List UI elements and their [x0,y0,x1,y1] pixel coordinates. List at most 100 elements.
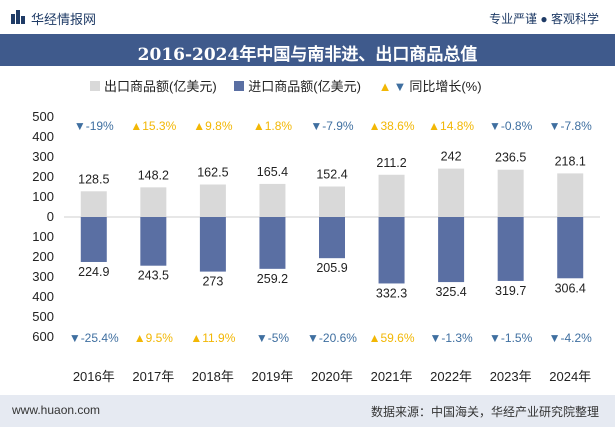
import-bar [378,217,405,284]
legend-growth-label: 同比增长(%) [409,79,482,94]
legend-export-swatch [90,81,100,91]
x-tick-label: 2021年 [371,369,413,384]
export-growth-label: ▲9.8% [193,119,233,133]
export-value-label: 165.4 [257,165,288,179]
y-tick-label: 300 [32,269,54,284]
export-growth-label: ▼-19% [74,119,114,133]
triangle-down-icon: ▼ [393,79,407,94]
footer-source: 数据来源：中国海关，华经产业研究院整理 [370,405,599,419]
export-value-label: 242 [441,150,462,164]
import-growth-label: ▼-5% [256,331,290,345]
export-growth-label: ▼-7.9% [310,119,354,133]
x-axis: 2016年 2017年 2018年 2019年 2020年 2021年 2022年 2023年… [73,369,591,384]
y-tick-label: 200 [32,249,54,264]
export-bar [497,169,524,217]
export-bar [199,184,226,217]
export-growth-label: ▲38.6% [369,119,415,133]
y-tick-label: 100 [32,189,54,204]
footer-bar [0,395,615,427]
import-growth-label: ▼-1.5% [489,331,533,345]
export-value-label: 218.1 [555,154,586,168]
triangle-up-icon: ▲ [378,79,392,94]
bars-group [80,168,584,284]
title-bar [0,34,615,66]
chart-legend: 出口商品额(亿美元) 进口商品额(亿美元) ▲ ▼ 同比增长(%) [90,76,496,95]
x-tick-label: 2017年 [132,369,174,384]
import-growth-label: ▼-20.6% [307,331,357,345]
import-value-label: 332.3 [376,286,407,300]
bar-chart: 500 400 300 200 100 0 100 200 300 400 500 600 128.5… [32,109,600,384]
export-growth-label: ▲1.8% [253,119,293,133]
x-tick-label: 2020年 [311,369,353,384]
x-tick-label: 2022年 [430,369,472,384]
y-tick-label: 300 [32,149,54,164]
legend-export-label: 出口商品额(亿美元) [104,79,217,94]
export-value-label: 162.5 [197,166,228,180]
export-bar [319,186,345,217]
y-tick-label: 400 [32,289,54,304]
export-value-label: 211.2 [376,156,406,170]
import-bar [557,217,584,279]
import-value-label: 273 [202,275,223,289]
import-value-label: 205.9 [316,261,347,275]
footer-url: www.huaon.com [12,403,101,417]
import-growth-label: ▲11.9% [190,331,235,345]
legend-export: 出口商品额(亿美元) [90,79,217,94]
export-growth-label: ▼-0.8% [489,119,533,133]
x-tick-label: 2023年 [490,369,532,384]
export-value-label: 148.2 [138,168,169,182]
y-tick-label: 100 [32,229,54,244]
export-value-label: 236.5 [495,151,526,165]
export-bar [259,183,286,217]
x-tick-label: 2018年 [192,369,234,384]
export-value-label: 152.4 [316,168,347,182]
import-growth-label: ▼-4.2% [549,331,593,345]
y-tick-label: 200 [32,169,54,184]
top-header: 华经情报网 专业严谨 ● 客观科学 [0,0,615,34]
y-tick-label: 0 [47,209,54,224]
export-growth-label: ▼-7.8% [549,119,593,133]
import-growth-label: ▲9.5% [134,331,174,345]
legend-import-label: 进口商品额(亿美元) [248,79,361,94]
bar-chart-logo-icon [11,10,25,24]
legend-import: 进口商品额(亿美元) [234,79,361,94]
x-tick-label: 2019年 [251,369,293,384]
export-bar [140,187,167,217]
import-growth-label: ▼-1.3% [429,331,473,345]
export-bar [80,191,107,217]
import-growth-label: ▼-25.4% [69,331,119,345]
x-tick-label: 2016年 [73,369,115,384]
import-bar [199,217,226,272]
chart-title: 2016-2024年中国与南非进、出口商品总值 [137,45,478,65]
import-bar [140,217,167,266]
import-value-label: 259.2 [257,272,288,286]
export-value-label: 128.5 [78,172,109,186]
export-bar [378,174,405,217]
y-tick-label: 400 [32,129,54,144]
y-tick-label: 500 [32,309,54,324]
y-tick-label: 500 [32,109,54,124]
tagline: 专业严谨 ● 客观科学 [489,12,599,26]
import-bar [319,217,345,259]
growth-labels-group: ▼-19% ▼-25.4% ▲15.3% ▲9.5% ▲9.8% ▲11.9% ▲1.8% ▼… [69,119,592,345]
legend-import-swatch [234,81,245,91]
import-bar [80,217,107,262]
import-bar [438,217,465,283]
import-growth-label: ▲59.6% [369,331,415,345]
export-bar [438,168,465,217]
legend-growth: ▲ ▼ 同比增长(%) [379,79,482,94]
export-growth-label: ▲14.8% [428,119,474,133]
brand-name: 华经情报网 [31,12,97,27]
value-labels-group: 128.5 224.9 148.2 243.5 162.5 273 165.4 259.2 15… [78,150,586,301]
import-value-label: 325.4 [435,285,466,299]
y-tick-label: 600 [32,329,54,344]
import-value-label: 306.4 [555,281,586,295]
import-value-label: 319.7 [495,284,526,298]
x-tick-label: 2024年 [549,369,591,384]
import-value-label: 224.9 [78,265,109,279]
import-bar [259,217,286,269]
export-growth-label: ▲15.3% [130,119,176,133]
import-bar [497,217,524,281]
import-value-label: 243.5 [138,269,169,283]
export-bar [557,173,584,217]
